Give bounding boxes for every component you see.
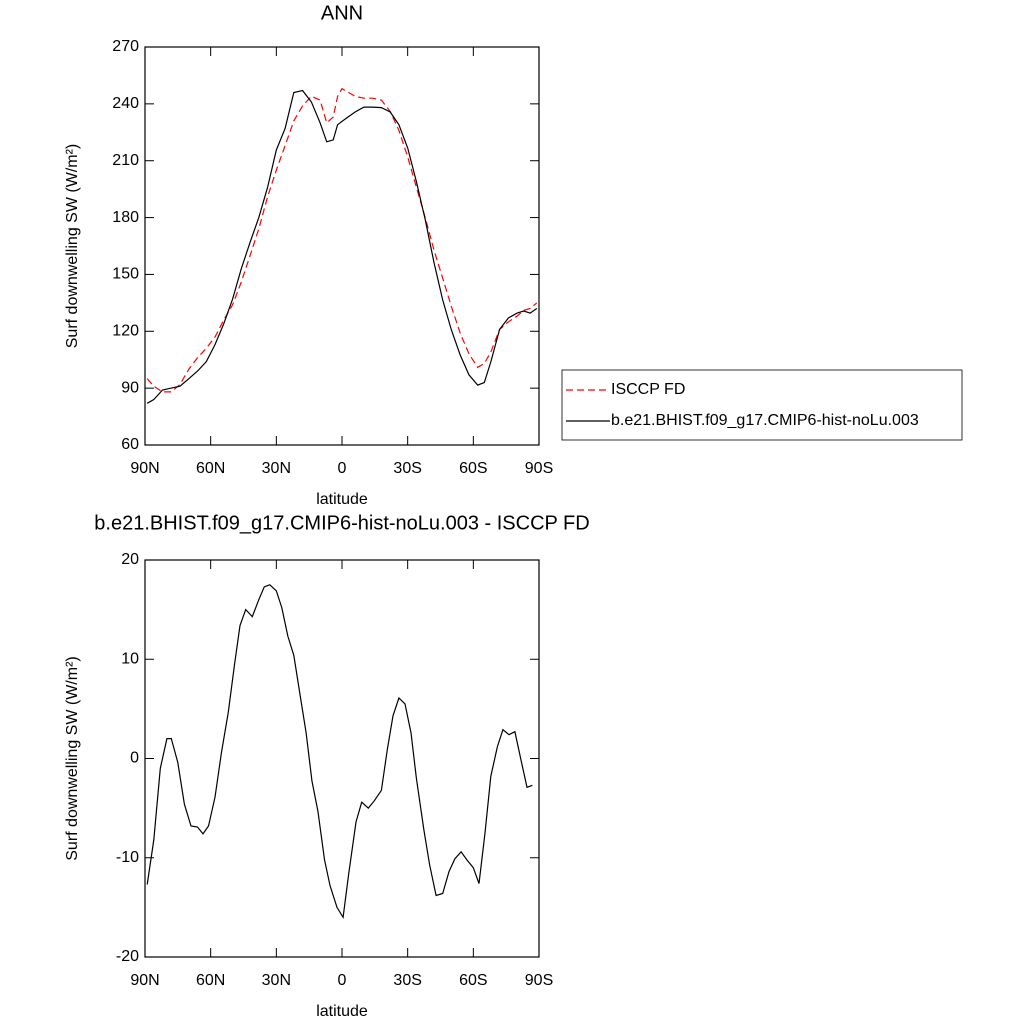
x-tick-label: 60S	[459, 460, 487, 477]
y-tick-label: -10	[116, 849, 139, 866]
x-tick-label: 90N	[130, 460, 159, 477]
plot-frame	[144, 46, 540, 446]
legend-label: ISCCP FD	[611, 381, 685, 398]
x-tick-label: 90N	[130, 972, 159, 989]
y-tick-label: 20	[121, 551, 139, 568]
x-axis-label: latitude	[316, 491, 368, 508]
y-axis-label: Surf downwelling SW (W/m²)	[64, 144, 81, 348]
data-line	[146, 87, 538, 393]
chart-title: ANN	[321, 2, 363, 24]
x-tick-label: 30S	[393, 460, 421, 477]
x-tick-label: 60S	[459, 972, 487, 989]
y-tick-label: 0	[130, 750, 139, 767]
legend: ISCCP FD b.e21.BHIST.f09_g17.CMIP6-hist-n…	[561, 369, 963, 441]
x-tick-label: 60N	[196, 460, 225, 477]
y-tick-label: 240	[112, 95, 139, 112]
data-line	[146, 584, 533, 920]
legend-box	[561, 369, 963, 441]
y-tick-label: 210	[112, 152, 139, 169]
y-tick-label: 90	[121, 379, 139, 396]
x-tick-label: 0	[338, 460, 347, 477]
x-axis-label: latitude	[316, 1003, 368, 1020]
y-tick-label: 150	[112, 266, 139, 283]
y-tick-label: 10	[121, 650, 139, 667]
x-tick-label: 90S	[525, 972, 553, 989]
chart-title: b.e21.BHIST.f09_g17.CMIP6-hist-noLu.003 …	[94, 512, 589, 534]
x-tick-label: 30S	[393, 972, 421, 989]
y-tick-label: 180	[112, 209, 139, 226]
y-axis-label: Surf downwelling SW (W/m²)	[64, 656, 81, 860]
x-tick-label: 90S	[525, 460, 553, 477]
x-tick-label: 60N	[196, 972, 225, 989]
y-tick-label: -20	[116, 948, 139, 965]
y-tick-label: 120	[112, 323, 139, 340]
x-tick-label: 30N	[262, 460, 291, 477]
x-tick-label: 30N	[262, 972, 291, 989]
legend-label: b.e21.BHIST.f09_g17.CMIP6-hist-noLu.003	[611, 412, 919, 429]
y-tick-label: 270	[112, 38, 139, 55]
data-line	[146, 89, 538, 404]
plot-frame	[144, 559, 540, 958]
y-tick-label: 60	[121, 436, 139, 453]
x-tick-label: 0	[338, 972, 347, 989]
